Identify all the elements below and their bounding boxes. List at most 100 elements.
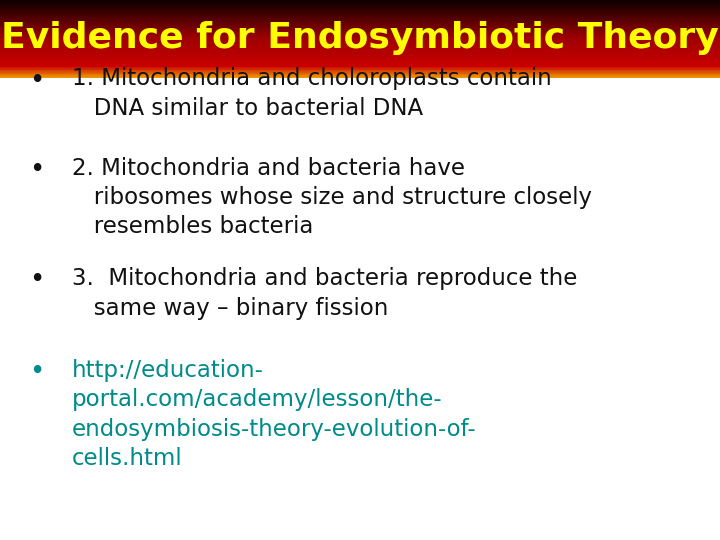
- Text: 2. Mitochondria and bacteria have
   ribosomes whose size and structure closely
: 2. Mitochondria and bacteria have riboso…: [72, 157, 592, 238]
- Bar: [0, 57, 720, 58]
- Bar: [0, 51, 720, 52]
- Bar: [0, 35, 720, 36]
- Bar: [0, 63, 720, 64]
- Text: •: •: [29, 267, 44, 293]
- Bar: [0, 31, 720, 32]
- Bar: [0, 6, 720, 8]
- Bar: [0, 15, 720, 16]
- Bar: [0, 69, 720, 70]
- Bar: [0, 72, 720, 73]
- Bar: [0, 27, 720, 28]
- Bar: [0, 44, 720, 45]
- Bar: [0, 0, 720, 2]
- Bar: [0, 2, 720, 3]
- Bar: [0, 62, 720, 63]
- Bar: [0, 57, 720, 59]
- Bar: [0, 17, 720, 18]
- Bar: [0, 10, 720, 11]
- Bar: [0, 25, 720, 26]
- Bar: [0, 39, 720, 40]
- Bar: [0, 76, 720, 78]
- Bar: [0, 3, 720, 4]
- Bar: [0, 11, 720, 12]
- Bar: [0, 50, 720, 51]
- Bar: [0, 32, 720, 33]
- Bar: [0, 24, 720, 25]
- Text: Evidence for Endosymbiotic Theory: Evidence for Endosymbiotic Theory: [1, 21, 719, 55]
- Bar: [0, 62, 720, 63]
- Text: 3.  Mitochondria and bacteria reproduce the
   same way – binary fission: 3. Mitochondria and bacteria reproduce t…: [72, 267, 577, 320]
- Bar: [0, 56, 720, 57]
- Text: •: •: [29, 68, 44, 93]
- Bar: [0, 46, 720, 48]
- Bar: [0, 19, 720, 21]
- Bar: [0, 43, 720, 45]
- Bar: [0, 41, 720, 42]
- Bar: [0, 6, 720, 7]
- Bar: [0, 60, 720, 62]
- Bar: [0, 71, 720, 72]
- Text: •: •: [29, 157, 44, 183]
- Bar: [0, 39, 720, 40]
- Bar: [0, 22, 720, 23]
- Bar: [0, 29, 720, 31]
- Bar: [0, 17, 720, 19]
- Bar: [0, 37, 720, 38]
- Bar: [0, 33, 720, 35]
- Bar: [0, 10, 720, 12]
- Bar: [0, 31, 720, 33]
- Bar: [0, 74, 720, 75]
- Bar: [0, 29, 720, 30]
- Bar: [0, 4, 720, 5]
- Bar: [0, 52, 720, 53]
- Bar: [0, 55, 720, 56]
- Bar: [0, 5, 720, 6]
- Bar: [0, 26, 720, 28]
- Bar: [0, 34, 720, 35]
- Bar: [0, 15, 720, 16]
- Bar: [0, 18, 720, 19]
- Bar: [0, 16, 720, 17]
- Bar: [0, 43, 720, 44]
- Bar: [0, 60, 720, 61]
- Bar: [0, 70, 720, 71]
- Bar: [0, 68, 720, 69]
- Bar: [0, 46, 720, 47]
- Bar: [0, 64, 720, 66]
- Bar: [0, 64, 720, 65]
- Bar: [0, 36, 720, 37]
- Bar: [0, 24, 720, 26]
- Bar: [0, 13, 720, 14]
- Bar: [0, 50, 720, 52]
- Bar: [0, 36, 720, 38]
- Bar: [0, 23, 720, 24]
- Bar: [0, 48, 720, 49]
- Bar: [0, 12, 720, 14]
- Bar: [0, 73, 720, 75]
- Bar: [0, 21, 720, 22]
- Bar: [0, 76, 720, 77]
- Bar: [0, 55, 720, 56]
- Bar: [0, 45, 720, 46]
- Bar: [0, 53, 720, 54]
- Bar: [0, 69, 720, 71]
- Bar: [0, 59, 720, 60]
- Bar: [0, 8, 720, 9]
- Bar: [0, 1, 720, 2]
- Bar: [0, 9, 720, 10]
- Text: http://education-
portal.com/academy/lesson/the-
endosymbiosis-theory-evolution-: http://education- portal.com/academy/les…: [72, 359, 477, 470]
- Bar: [0, 47, 720, 49]
- Bar: [0, 65, 720, 66]
- Bar: [0, 53, 720, 55]
- Bar: [0, 40, 720, 42]
- Text: 1. Mitochondria and choloroplasts contain
   DNA similar to bacterial DNA: 1. Mitochondria and choloroplasts contai…: [72, 68, 552, 120]
- Bar: [0, 66, 720, 68]
- Bar: [0, 0, 720, 1]
- Bar: [0, 75, 720, 76]
- Bar: [0, 22, 720, 23]
- Bar: [0, 71, 720, 73]
- Bar: [0, 3, 720, 5]
- Bar: [0, 20, 720, 21]
- Bar: [0, 49, 720, 50]
- Bar: [0, 28, 720, 29]
